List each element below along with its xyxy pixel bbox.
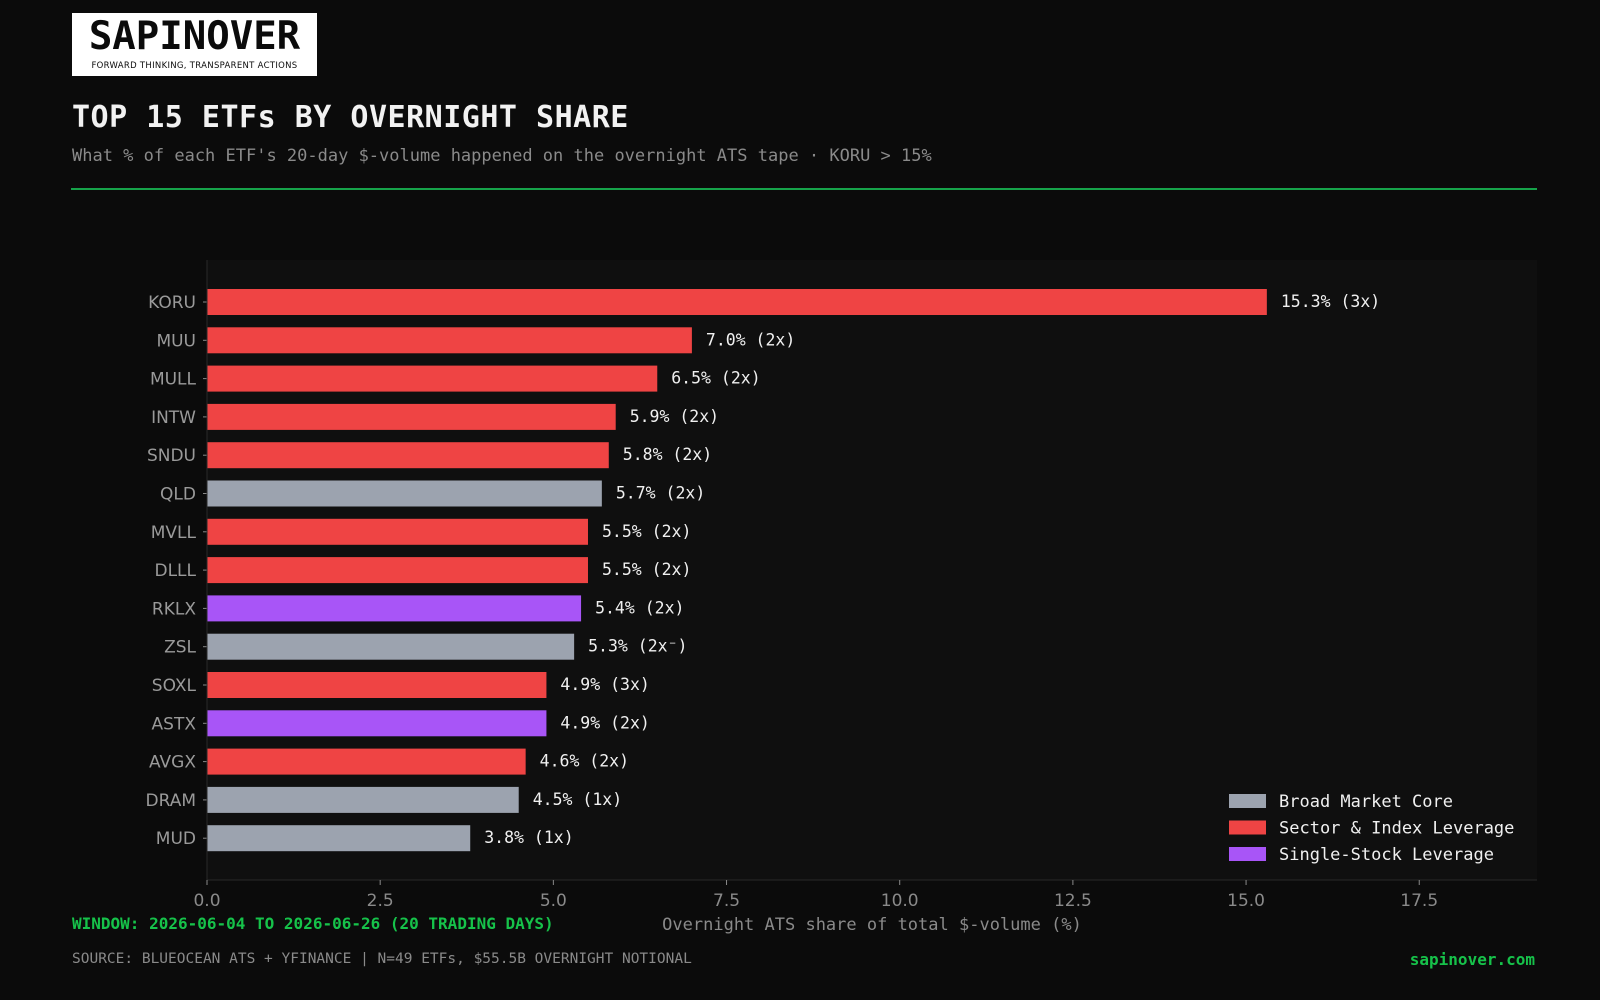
bar-sndu (207, 442, 609, 469)
xtick-label: 2.5 (367, 891, 394, 911)
data-label-rklx: 5.4% (2x) (595, 598, 684, 617)
data-label-mud: 3.8% (1x) (484, 828, 573, 847)
bar-mvll (207, 518, 588, 545)
ytick-label-soxl: SOXL (152, 676, 197, 696)
ytick-label-astx: ASTX (152, 714, 197, 734)
xtick-label: 0.0 (193, 891, 220, 911)
bar-koru (207, 289, 1267, 315)
ytick-label-dram: DRAM (145, 791, 196, 811)
bar-dlll (207, 557, 588, 584)
legend-label-single: Single-Stock Leverage (1279, 845, 1494, 865)
xtick-label: 12.5 (1054, 891, 1092, 911)
ytick-label-avgx: AVGX (149, 753, 196, 773)
page-subtitle: What % of each ETF's 20-day $-volume hap… (72, 146, 932, 166)
data-label-soxl: 4.9% (3x) (560, 675, 649, 694)
ytick-label-qld: QLD (160, 485, 196, 505)
bar-mull (207, 365, 658, 392)
data-label-sndu: 5.8% (2x) (623, 445, 712, 464)
ytick-label-muu: MUU (156, 331, 196, 351)
data-label-dlll: 5.5% (2x) (602, 560, 691, 579)
data-label-avgx: 4.6% (2x) (540, 752, 629, 771)
xtick-label: 5.0 (540, 891, 567, 911)
bar-zsl (207, 633, 575, 660)
data-label-astx: 4.9% (2x) (560, 713, 649, 732)
ytick-label-koru: KORU (148, 293, 196, 313)
bar-astx (207, 710, 547, 737)
data-label-mull: 6.5% (2x) (671, 369, 760, 388)
ytick-label-sndu: SNDU (147, 446, 196, 466)
sapinover-logo: SAPINOVER FORWARD THINKING, TRANSPARENT … (72, 13, 317, 76)
ytick-label-mvll: MVLL (151, 523, 197, 543)
data-label-dram: 4.5% (1x) (533, 790, 622, 809)
x-axis-title: Overnight ATS share of total $-volume (%… (662, 915, 1082, 935)
xtick-label: 17.5 (1400, 891, 1438, 911)
ytick-label-intw: INTW (151, 408, 196, 428)
legend-swatch-broad (1229, 794, 1266, 808)
window-note: WINDOW: 2026-06-04 TO 2026-06-26 (20 TRA… (72, 914, 554, 933)
header-divider (71, 188, 1537, 190)
data-label-zsl: 5.3% (2x⁻) (588, 637, 687, 656)
page-title: TOP 15 ETFs BY OVERNIGHT SHARE (72, 100, 629, 135)
data-label-koru: 15.3% (3x) (1281, 292, 1380, 311)
ytick-label-mull: MULL (150, 370, 197, 390)
bar-intw (207, 403, 616, 430)
source-note: SOURCE: BLUEOCEAN ATS + YFINANCE | N=49 … (72, 951, 692, 967)
ytick-label-rklx: RKLX (152, 599, 196, 619)
ytick-label-dlll: DLLL (154, 561, 196, 581)
legend-label-sector: Sector & Index Leverage (1279, 819, 1514, 839)
xtick-label: 15.0 (1227, 891, 1265, 911)
bar-soxl (207, 672, 547, 698)
ytick-label-zsl: ZSL (164, 638, 196, 658)
bar-avgx (207, 748, 526, 775)
legend-label-broad: Broad Market Core (1279, 792, 1453, 812)
data-label-muu: 7.0% (2x) (706, 330, 795, 349)
xtick-label: 10.0 (881, 891, 919, 911)
bar-rklx (207, 595, 582, 622)
data-label-mvll: 5.5% (2x) (602, 522, 691, 541)
legend-swatch-sector (1229, 820, 1266, 835)
ytick-label-mud: MUD (156, 829, 196, 849)
site-link[interactable]: sapinover.com (1409, 950, 1535, 969)
xtick-label: 7.5 (713, 891, 740, 911)
logo-wordmark: SAPINOVER (88, 14, 301, 59)
logo-tagline: FORWARD THINKING, TRANSPARENT ACTIONS (91, 61, 298, 71)
bar-muu (207, 327, 692, 354)
bar-mud (207, 825, 471, 852)
bar-dram (207, 786, 519, 813)
legend-swatch-single (1229, 847, 1266, 861)
data-label-intw: 5.9% (2x) (630, 407, 719, 426)
data-label-qld: 5.7% (2x) (616, 484, 705, 503)
bar-qld (207, 480, 602, 507)
